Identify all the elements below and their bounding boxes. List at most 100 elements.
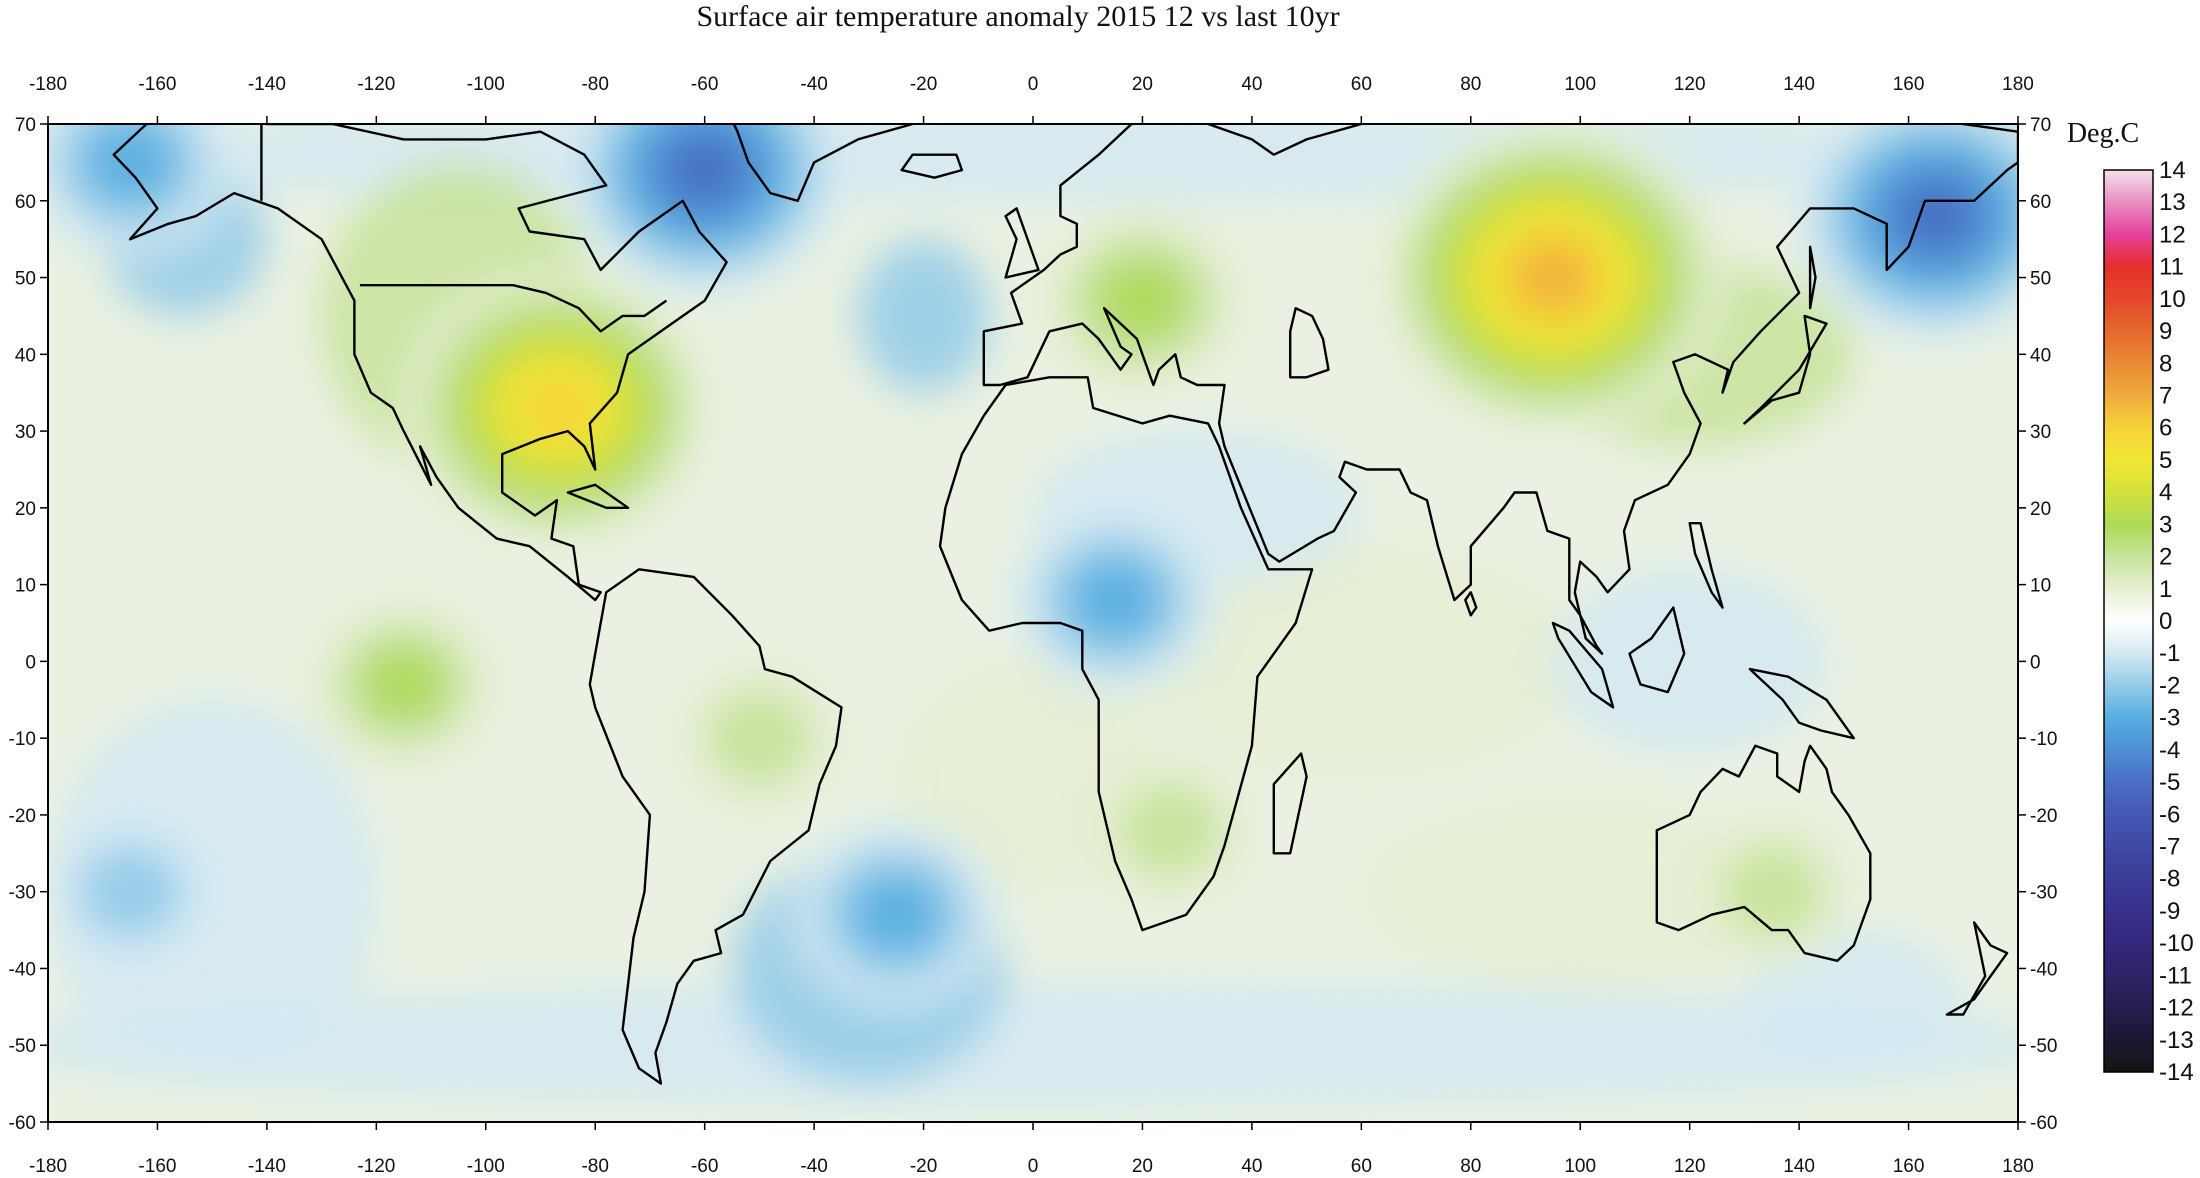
coastlines — [112, 124, 2018, 1085]
colorbar-tick-label: 11 — [2159, 254, 2184, 281]
coastline-japan — [1743, 314, 1828, 425]
anomaly-field — [48, 124, 2018, 1107]
y-tick-label-left: -30 — [9, 883, 36, 904]
y-tick-label-right: -10 — [2030, 729, 2057, 750]
anomaly-blob — [707, 690, 812, 786]
coastline-caspian — [1288, 307, 1330, 379]
colorbar-tick-label: 13 — [2159, 189, 2186, 216]
colorbar-tick-label: 5 — [2159, 447, 2172, 474]
coastline-madagascar — [1272, 752, 1308, 855]
coastline-sumatra — [1551, 621, 1615, 709]
y-tick-label-left: 50 — [15, 269, 36, 290]
x-tick-label-bottom: 80 — [1460, 1156, 1481, 1177]
y-tick-label-left: 30 — [15, 422, 36, 443]
x-tick-label-bottom: 140 — [1783, 1156, 1815, 1177]
x-tick-label-top: -40 — [800, 74, 827, 95]
colorbar-tick-label: -1 — [2159, 640, 2180, 667]
coastline-eurasia — [982, 124, 2018, 655]
x-tick-label-bottom: 20 — [1132, 1156, 1153, 1177]
axes: -180-180-160-160-140-140-120-120-100-100… — [9, 74, 2058, 1177]
colorbar-tick-label: 8 — [2159, 350, 2172, 377]
y-tick-label-right: -30 — [2030, 883, 2057, 904]
x-tick-label-bottom: -160 — [138, 1156, 176, 1177]
x-tick-label-top: 20 — [1132, 74, 1153, 95]
x-tick-label-bottom: 160 — [1893, 1156, 1925, 1177]
colorbar-tick-label: -13 — [2159, 1027, 2194, 1054]
x-tick-label-bottom: 100 — [1564, 1156, 1596, 1177]
colorbar-tick-label: -9 — [2159, 898, 2180, 925]
colorbar-tick-label: -2 — [2159, 672, 2180, 699]
x-tick-label-top: -80 — [581, 74, 608, 95]
y-tick-label-right: -40 — [2030, 959, 2057, 980]
x-tick-label-bottom: 0 — [1028, 1156, 1039, 1177]
coastline-south-america — [588, 568, 843, 1085]
colorbar-unit-label: Deg.C — [2067, 118, 2139, 149]
x-tick-label-top: 140 — [1783, 74, 1815, 95]
y-tick-label-right: -50 — [2030, 1036, 2057, 1057]
colorbar-tick-label: 2 — [2159, 544, 2172, 571]
y-tick-label-left: -60 — [9, 1113, 36, 1134]
anomaly-blob — [1117, 783, 1222, 878]
y-tick-label-right: 0 — [2030, 652, 2041, 673]
y-tick-label-right: 20 — [2030, 499, 2051, 520]
x-tick-label-top: -140 — [248, 74, 286, 95]
map-plot-area — [48, 124, 2018, 1122]
anomaly-blob — [1516, 245, 1590, 310]
x-tick-label-bottom: -100 — [467, 1156, 505, 1177]
coastline-uk — [1004, 207, 1040, 279]
colorbar-tick-label: -12 — [2159, 995, 2194, 1022]
anomaly-blob — [519, 374, 595, 442]
colorbar-tick-label: -3 — [2159, 705, 2180, 732]
x-tick-label-top: -20 — [910, 74, 937, 95]
colorbar-tick-label: -5 — [2159, 769, 2180, 796]
y-tick-label-right: -20 — [2030, 806, 2057, 827]
y-tick-label-left: -50 — [9, 1036, 36, 1057]
coastline-iceland — [900, 153, 964, 179]
anomaly-blob — [1069, 559, 1161, 641]
coastline-north-america — [112, 124, 728, 602]
colorbar-tick-label: 0 — [2159, 608, 2172, 635]
colorbar-tick-label: 14 — [2159, 157, 2186, 184]
coastline-cuba — [566, 483, 630, 509]
x-tick-label-top: 120 — [1674, 74, 1706, 95]
coastline-sri-lanka — [1464, 591, 1478, 617]
coastline-sakhalin — [1808, 245, 1817, 310]
coastline-new-zealand — [1945, 921, 2009, 1016]
colorbar-tick-label: 9 — [2159, 318, 2172, 345]
x-tick-label-top: -60 — [691, 74, 718, 95]
x-tick-label-top: 80 — [1460, 74, 1481, 95]
x-tick-label-bottom: 40 — [1241, 1156, 1262, 1177]
x-tick-label-top: -100 — [467, 74, 505, 95]
y-tick-label-left: 70 — [15, 115, 36, 136]
y-tick-label-left: 20 — [15, 499, 36, 520]
x-tick-label-top: 100 — [1564, 74, 1596, 95]
colorbar-tick-label: -4 — [2159, 737, 2180, 764]
x-tick-label-top: -180 — [29, 74, 67, 95]
colorbar-tick-label: 1 — [2159, 576, 2172, 603]
colorbar — [2103, 169, 2154, 1073]
x-tick-label-bottom: 120 — [1674, 1156, 1706, 1177]
y-tick-label-left: -10 — [9, 729, 36, 750]
coastline-borneo — [1628, 606, 1686, 694]
anomaly-blob — [78, 844, 182, 939]
anomaly-blob — [665, 134, 744, 206]
anomaly-blob — [1097, 259, 1188, 342]
x-tick-label-top: 160 — [1893, 74, 1925, 95]
x-tick-label-bottom: 180 — [2002, 1156, 2034, 1177]
x-tick-label-bottom: -180 — [29, 1156, 67, 1177]
anomaly-blob — [84, 124, 176, 204]
x-tick-label-bottom: -40 — [800, 1156, 827, 1177]
y-tick-label-left: 60 — [15, 192, 36, 213]
colorbar-tick-label: -14 — [2159, 1059, 2194, 1086]
anomaly-blob — [850, 873, 942, 956]
y-tick-label-right: 70 — [2030, 115, 2051, 136]
y-tick-label-right: 30 — [2030, 422, 2051, 443]
border-us-canada — [359, 284, 668, 333]
y-tick-label-left: 0 — [25, 652, 36, 673]
colorbar-tick-label: -7 — [2159, 834, 2180, 861]
x-tick-label-top: -120 — [357, 74, 395, 95]
coastline-philippines — [1688, 522, 1724, 609]
y-tick-label-left: 10 — [15, 576, 36, 597]
colorbar-tick-label: 6 — [2159, 415, 2172, 442]
